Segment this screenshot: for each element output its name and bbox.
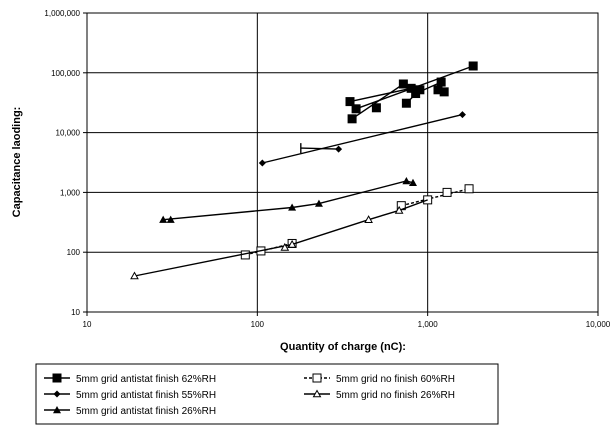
data-point-triangle [53,406,61,414]
x-tick-label: 1,000 [418,320,439,329]
data-point-triangle [408,178,417,186]
legend-box [35,363,499,425]
legend-label: 5mm grid no finish 26%RH [336,390,455,401]
data-series [159,177,417,223]
data-point-square [351,104,361,114]
data-point-open-triangle [280,242,290,251]
y-tick-label: 100 [67,248,81,257]
data-point-square [439,87,449,97]
data-point-open-triangle [364,215,373,223]
series-line [349,87,412,103]
data-point-triangle [166,215,175,223]
data-point-diamond [258,159,266,167]
data-point-triangle [159,215,168,223]
data-point-diamond [53,390,61,398]
x-tick-label: 10,000 [586,320,611,329]
data-point-open-triangle [130,271,139,280]
data-point-square [433,85,443,95]
series-line [134,199,428,277]
data-point-square [436,77,446,87]
axes: 10 100 1,000 10,000 10 100 1,000 10,000 100,000 1… [44,9,610,329]
y-tick-label: 10,000 [56,129,81,138]
legend-label: 5mm grid antistat finish 26%RH [76,406,216,417]
data-point-triangle [402,177,411,185]
y-tick-label: 1,000,000 [44,9,80,18]
data-point-diamond [458,111,466,119]
data-point-open-triangle [394,205,404,214]
data-point-square [468,61,478,71]
x-axis-title: Quantity of charge (nC): [280,341,406,353]
y-axis-title: Capacitance laoding: [11,107,23,218]
data-point-open-triangle [312,389,322,398]
data-point-diamond [335,145,343,153]
legend-item: 5mm grid antistat finish 26%RH [44,406,216,417]
data-series [130,199,428,280]
y-tick-label: 1,000 [60,188,81,197]
data-point-triangle [288,203,297,211]
data-point-open-square [464,184,474,194]
data-point-open-square [312,373,322,383]
legend: 5mm grid antistat finish 62%RH 5mm grid n… [35,363,499,425]
legend-item: 5mm grid no finish 26%RH [304,389,455,401]
data-point-square [371,103,381,113]
series-line [262,113,463,164]
x-tick-label: 10 [83,320,92,329]
series-line [300,147,339,150]
data-series [240,184,474,260]
data-point-open-triangle [287,239,297,248]
data-point-square [345,97,355,107]
data-point-square [347,114,357,124]
series-line [163,180,414,221]
plot-area-frame [86,12,599,313]
data-point-square [415,85,425,95]
data-point-square [401,98,411,108]
data-point-square [52,373,62,383]
data-series [258,111,466,167]
data-point-square [406,83,416,93]
grid [87,13,598,312]
legend-item: 5mm grid antistat finish 62%RH [44,373,216,385]
data-point-triangle [314,199,323,207]
x-tick-label: 100 [251,320,265,329]
y-tick-label: 10 [71,308,80,317]
legend-label: 5mm grid antistat finish 55%RH [76,390,216,401]
data-point-open-square [442,187,452,197]
series-line [401,188,470,207]
plot-series [130,61,478,280]
legend-item: 5mm grid no finish 60%RH [304,373,455,385]
legend-label: 5mm grid antistat finish 62%RH [76,374,216,385]
y-tick-label: 100,000 [51,69,80,78]
legend-item: 5mm grid antistat finish 55%RH [44,390,216,401]
data-point-square [398,79,408,89]
data-series [345,61,478,124]
legend-label: 5mm grid no finish 60%RH [336,374,455,385]
